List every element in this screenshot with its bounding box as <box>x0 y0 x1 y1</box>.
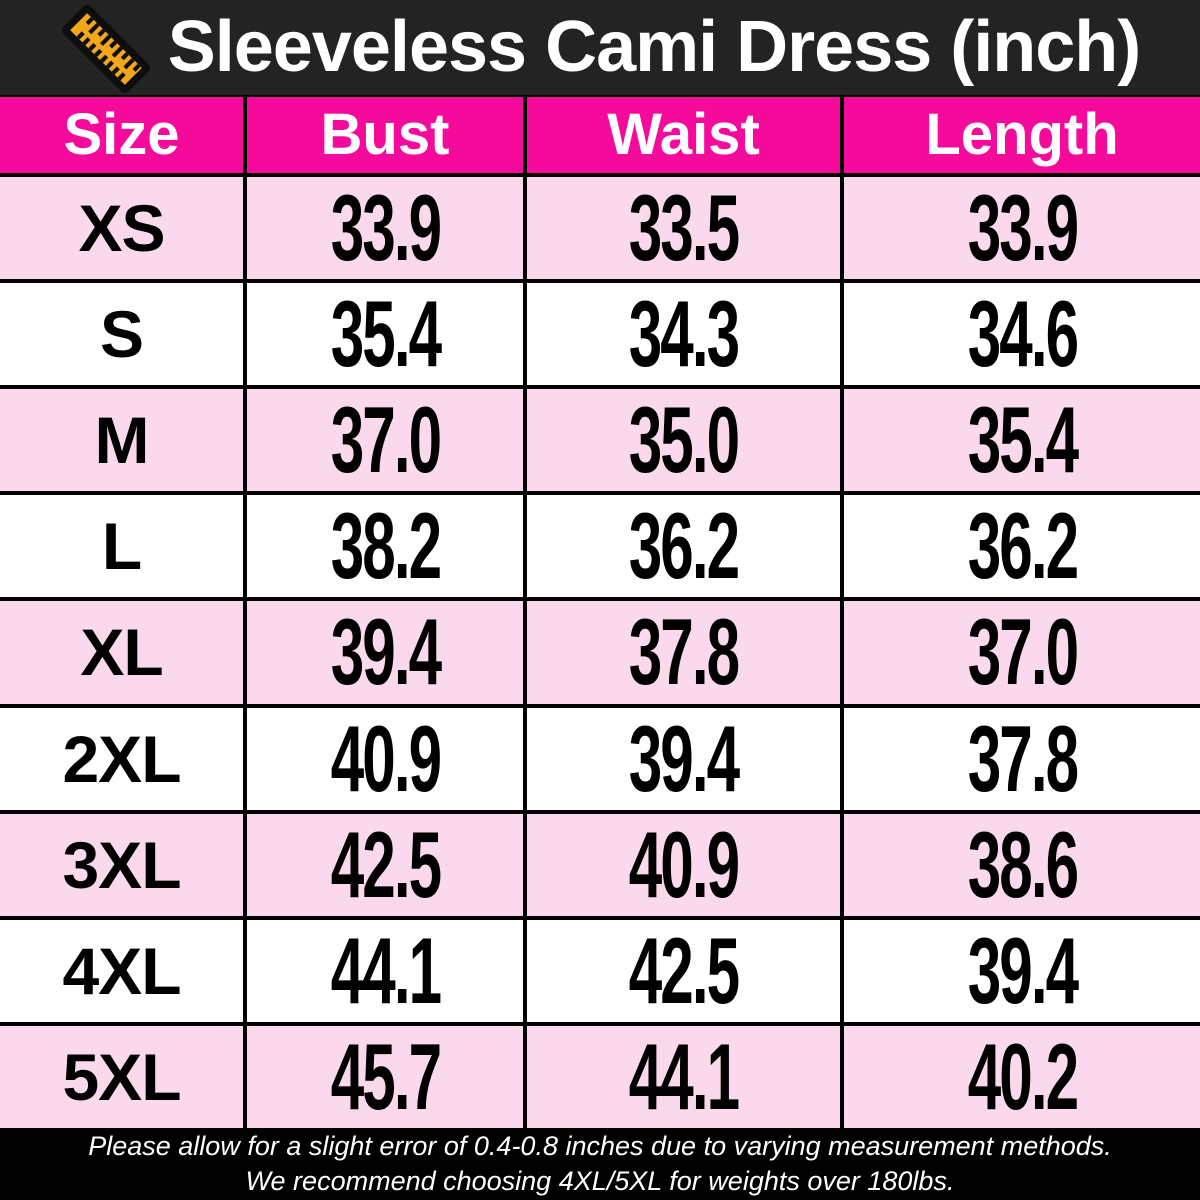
bust-value: 35.4 <box>330 283 441 386</box>
bust-value: 38.2 <box>330 495 441 598</box>
length-value: 35.4 <box>967 389 1078 492</box>
column-header-waist: Waist <box>527 97 844 173</box>
bust-cell: 37.0 <box>247 389 527 492</box>
bust-value: 42.5 <box>330 813 441 916</box>
bust-cell: 40.9 <box>247 707 527 810</box>
size-cell: 4XL <box>0 919 247 1022</box>
footer-line-2: We recommend choosing 4XL/5XL for weight… <box>245 1165 955 1196</box>
size-cell: L <box>0 495 247 598</box>
size-label: 2XL <box>62 721 181 796</box>
title-bar: Sleeveless Cami Dress (inch) <box>0 0 1200 95</box>
bust-cell: 42.5 <box>247 813 527 916</box>
table-row-2xl: 2XL 40.9 39.4 37.8 <box>0 707 1200 814</box>
waist-value: 39.4 <box>628 707 740 810</box>
size-cell: XS <box>0 177 247 280</box>
length-value: 40.2 <box>967 1025 1078 1128</box>
bust-value: 40.9 <box>330 707 441 810</box>
size-cell: S <box>0 283 247 386</box>
table-row-4xl: 4XL 44.1 42.5 39.4 <box>0 919 1200 1026</box>
table-header-row: Size Bust Waist Length <box>0 95 1200 177</box>
waist-cell: 34.3 <box>527 283 844 386</box>
size-label: L <box>101 509 142 584</box>
waist-value: 33.5 <box>628 177 740 280</box>
bust-value: 44.1 <box>330 919 441 1022</box>
waist-value: 44.1 <box>628 1025 740 1128</box>
table-row-xs: XS 33.9 33.5 33.9 <box>0 177 1200 284</box>
column-header-size: Size <box>0 97 247 173</box>
length-value: 36.2 <box>967 495 1078 598</box>
bust-cell: 33.9 <box>247 177 527 280</box>
waist-cell: 37.8 <box>527 601 844 704</box>
length-value: 39.4 <box>967 919 1078 1022</box>
waist-value: 40.9 <box>628 813 740 916</box>
size-label: XS <box>78 191 165 266</box>
size-table: Size Bust Waist Length XS 33.9 33.5 33.9… <box>0 95 1200 1128</box>
size-label: 5XL <box>62 1039 181 1114</box>
length-value: 37.8 <box>967 707 1078 810</box>
size-cell: 3XL <box>0 813 247 916</box>
bust-value: 37.0 <box>330 389 441 492</box>
waist-cell: 35.0 <box>527 389 844 492</box>
length-cell: 40.2 <box>844 1026 1200 1128</box>
waist-cell: 39.4 <box>527 707 844 810</box>
length-cell: 36.2 <box>844 495 1200 597</box>
bust-cell: 38.2 <box>247 495 527 598</box>
length-value: 33.9 <box>967 177 1078 280</box>
waist-cell: 36.2 <box>527 495 844 598</box>
size-cell: XL <box>0 601 247 704</box>
size-cell: 5XL <box>0 1025 247 1128</box>
length-cell: 37.8 <box>844 708 1200 810</box>
length-cell: 39.4 <box>844 920 1200 1022</box>
table-row-s: S 35.4 34.3 34.6 <box>0 283 1200 390</box>
waist-cell: 44.1 <box>527 1025 844 1128</box>
waist-value: 36.2 <box>628 495 740 598</box>
column-header-bust: Bust <box>247 97 527 173</box>
waist-value: 35.0 <box>628 389 740 492</box>
table-row-3xl: 3XL 42.5 40.9 38.6 <box>0 813 1200 920</box>
bust-cell: 44.1 <box>247 919 527 1022</box>
table-row-5xl: 5XL 45.7 44.1 40.2 <box>0 1025 1200 1128</box>
page-title: Sleeveless Cami Dress (inch) <box>167 7 1142 87</box>
footer-note: Please allow for a slight error of 0.4-0… <box>0 1128 1200 1200</box>
length-cell: 33.9 <box>844 177 1200 279</box>
table-row-l: L 38.2 36.2 36.2 <box>0 495 1200 602</box>
length-cell: 37.0 <box>844 601 1200 703</box>
size-cell: M <box>0 389 247 492</box>
waist-cell: 33.5 <box>527 177 844 280</box>
size-label: M <box>94 403 150 478</box>
length-cell: 35.4 <box>844 389 1200 491</box>
bust-cell: 35.4 <box>247 283 527 386</box>
bust-value: 33.9 <box>330 177 441 280</box>
length-cell: 34.6 <box>844 283 1200 385</box>
waist-cell: 42.5 <box>527 919 844 1022</box>
footer-line-1: Please allow for a slight error of 0.4-0… <box>88 1130 1112 1161</box>
column-header-length: Length <box>925 102 1119 167</box>
length-value: 37.0 <box>967 601 1078 704</box>
table-row-m: M 37.0 35.0 35.4 <box>0 389 1200 496</box>
waist-value: 42.5 <box>628 919 740 1022</box>
length-value: 38.6 <box>967 813 1078 916</box>
length-cell: 38.6 <box>844 814 1200 916</box>
ruler-icon <box>60 3 152 95</box>
table-row-xl: XL 39.4 37.8 37.0 <box>0 601 1200 708</box>
size-label: XL <box>80 615 163 690</box>
length-value: 34.6 <box>967 283 1078 386</box>
bust-cell: 39.4 <box>247 601 527 704</box>
size-label: 4XL <box>62 933 181 1008</box>
bust-value: 45.7 <box>330 1025 441 1128</box>
bust-value: 39.4 <box>330 601 441 704</box>
waist-value: 34.3 <box>628 283 740 386</box>
waist-cell: 40.9 <box>527 813 844 916</box>
waist-value: 37.8 <box>628 601 740 704</box>
bust-cell: 45.7 <box>247 1025 527 1128</box>
size-label: 3XL <box>62 827 181 902</box>
size-label: S <box>99 297 144 372</box>
size-cell: 2XL <box>0 707 247 810</box>
